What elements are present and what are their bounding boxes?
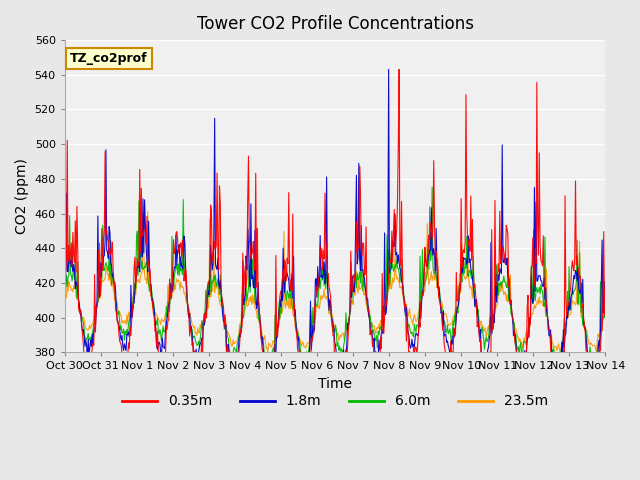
Y-axis label: CO2 (ppm): CO2 (ppm) <box>15 158 29 234</box>
Title: Tower CO2 Profile Concentrations: Tower CO2 Profile Concentrations <box>196 15 474 33</box>
X-axis label: Time: Time <box>318 377 352 391</box>
Text: TZ_co2prof: TZ_co2prof <box>70 52 148 65</box>
Legend: 0.35m, 1.8m, 6.0m, 23.5m: 0.35m, 1.8m, 6.0m, 23.5m <box>116 389 554 414</box>
